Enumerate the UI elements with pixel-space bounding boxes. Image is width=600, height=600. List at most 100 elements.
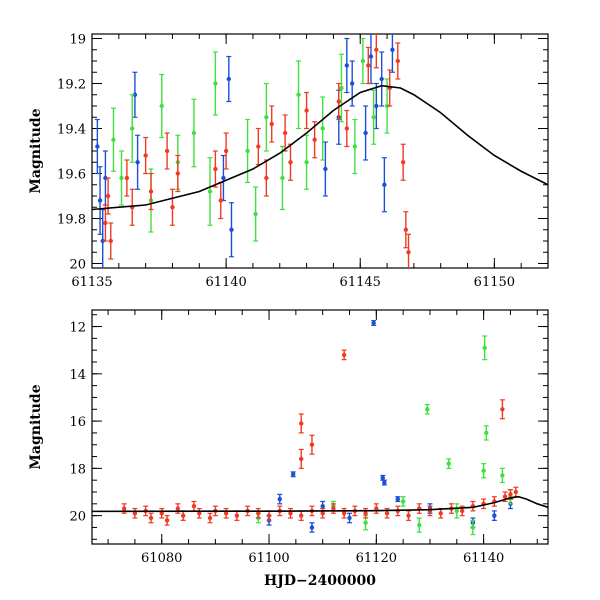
red-data-point [124,159,130,197]
green-marker [417,522,422,528]
green-marker [296,92,301,97]
red-marker [320,511,325,516]
blue-data-point [100,208,106,268]
x-tick-label: 61120 [356,551,397,566]
red-data-point [196,507,202,519]
red-marker [103,220,108,226]
red-data-point [373,503,379,514]
blue-data-point [228,202,234,258]
blue-marker [323,166,328,172]
red-marker [124,175,130,181]
blue-data-point [371,320,377,326]
green-marker [482,345,487,351]
green-marker [280,175,285,181]
y-tick-label: 20 [69,258,86,273]
green-marker [207,189,213,194]
blue-data-point [309,522,315,533]
green-marker [119,175,124,181]
red-marker [269,121,274,127]
red-marker [132,511,138,516]
blue-marker [277,496,282,502]
red-marker [175,171,181,176]
green-data-point [296,60,302,130]
green-marker [484,430,489,436]
red-data-point [263,159,269,197]
blue-marker [95,144,100,149]
green-data-point [207,157,213,226]
blue-marker [320,503,325,509]
red-data-point [164,515,170,526]
red-marker [309,442,315,447]
red-marker [218,198,223,203]
green-marker [481,468,486,473]
red-data-point [121,503,127,514]
y-tick-label: 18 [69,462,86,477]
green-data-point [470,519,476,536]
red-marker [513,489,519,495]
green-marker [253,211,258,217]
red-data-point [406,233,412,268]
green-data-point [304,134,310,190]
red-data-point [363,507,369,519]
red-marker [197,511,202,516]
red-data-point [223,132,229,170]
red-data-point [365,46,371,85]
x-tick-label: 61100 [248,551,289,566]
green-data-point [416,517,422,533]
y-tick-label: 19.8 [57,213,86,228]
green-data-point [499,467,505,484]
red-marker [406,513,411,518]
green-marker [400,499,406,504]
x-tick-label: 61135 [71,275,112,290]
green-marker [500,473,505,478]
blue-data-point [102,150,108,206]
blue-marker [103,175,108,181]
blue-marker [344,63,350,68]
red-data-point [129,188,135,226]
green-data-point [483,425,489,441]
red-marker [374,506,379,511]
top-axis-ticks: 61135 61140 61145 61150 19 19.2 19.4 19.6 19.8 20 [57,33,549,290]
red-marker [406,250,411,255]
blue-marker [390,47,395,52]
red-marker [288,511,293,516]
y-tick-label: 12 [69,321,86,336]
green-marker [371,115,376,120]
red-data-point [312,121,318,159]
top-plot-frame [91,33,549,269]
green-data-point [454,503,460,519]
green-data-point [159,73,165,139]
y-tick-label: 19.2 [57,78,86,93]
red-marker [304,108,309,113]
blue-marker [100,238,105,244]
top-panel: 61135 61140 61145 61150 19 19.2 19.4 19.6 19.8 20… [28,33,549,290]
red-marker [164,148,170,154]
red-data-point [400,143,406,181]
blue-marker [135,160,140,165]
red-marker [108,238,113,244]
green-data-point [371,89,377,145]
green-marker [360,58,366,64]
blue-data-point [389,34,395,73]
blue-data-point [132,71,138,118]
blue-marker [309,525,315,530]
red-marker [148,515,154,521]
blue-data-point [135,134,141,190]
blue-marker [379,76,384,82]
green-data-point [119,150,125,206]
red-data-point [255,127,261,166]
red-data-point [234,510,240,521]
red-marker [282,130,288,136]
x-tick-label: 61145 [340,275,381,290]
green-data-point [245,118,251,184]
green-data-point [400,496,406,507]
green-marker [191,130,197,136]
red-data-point [191,500,197,512]
red-marker [121,506,127,511]
red-data-point [255,507,261,519]
red-data-point [395,42,401,80]
green-data-point [263,82,269,152]
blue-data-point [363,105,369,161]
blue-data-point [381,157,387,213]
